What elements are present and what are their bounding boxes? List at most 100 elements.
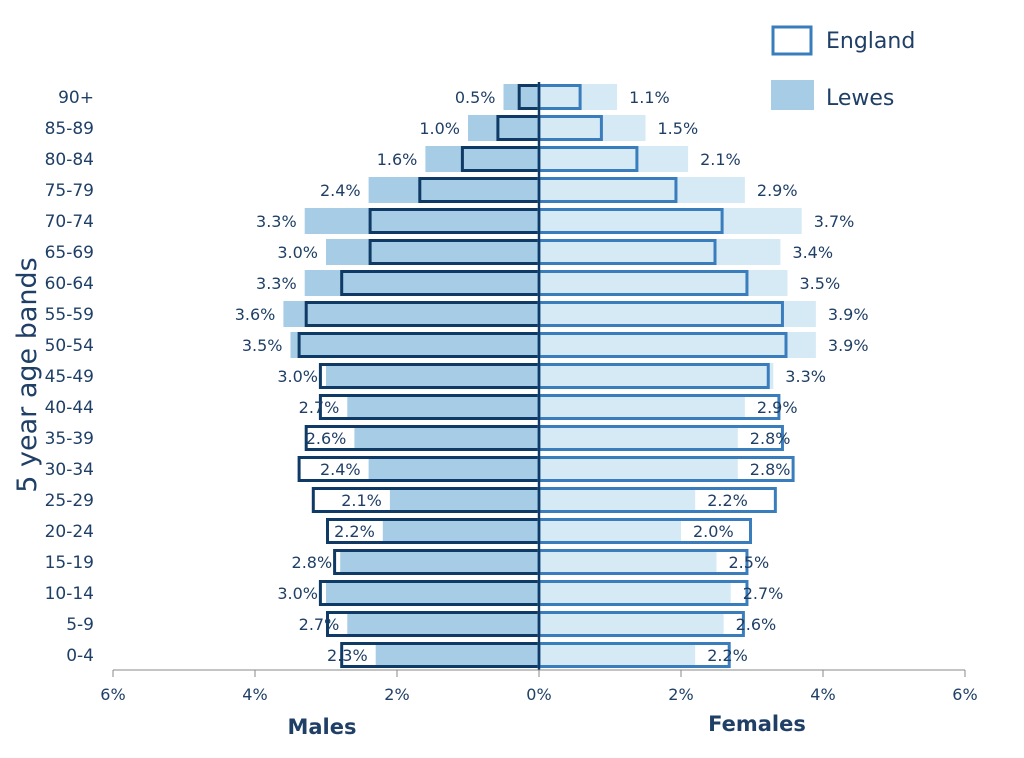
age-band-label-35-39: 35-39 (45, 429, 94, 449)
lewes-female-label-45-49: 3.3% (785, 367, 826, 386)
x-tick-label: 4% (810, 685, 835, 704)
lewes-female-label-35-39: 2.8% (750, 429, 791, 448)
lewes-male-label-40-44: 2.7% (299, 398, 340, 417)
lewes-male-label-80-84: 1.6% (377, 150, 418, 169)
lewes-male-label-55-59: 3.6% (235, 305, 276, 324)
lewes-female-label-65-69: 3.4% (792, 243, 833, 262)
x-tick-label: 2% (384, 685, 409, 704)
lewes-female-bar-25-29 (539, 487, 696, 513)
x-tick-label: 2% (668, 685, 693, 704)
x-tick-label: 6% (952, 685, 977, 704)
lewes-male-label-10-14: 3.0% (277, 584, 318, 603)
lewes-female-bar-65-69 (539, 239, 781, 265)
age-band-label-65-69: 65-69 (45, 243, 94, 263)
x-tick-label: 0% (526, 685, 551, 704)
age-band-label-60-64: 60-64 (45, 274, 94, 294)
lewes-male-label-5-9: 2.7% (299, 615, 340, 634)
lewes-male-label-20-24: 2.2% (334, 522, 375, 541)
lewes-female-bar-35-39 (539, 425, 738, 451)
lewes-male-bar-80-84 (425, 146, 539, 172)
lewes-male-label-30-34: 2.4% (320, 460, 361, 479)
lewes-female-bar-45-49 (539, 363, 774, 389)
age-band-label-70-74: 70-74 (45, 212, 94, 232)
lewes-female-bar-90+ (539, 84, 618, 110)
lewes-male-label-0-4: 2.3% (327, 646, 368, 665)
lewes-male-bar-40-44 (347, 394, 539, 420)
age-band-label-15-19: 15-19 (45, 553, 94, 573)
age-band-label-90+: 90+ (58, 88, 94, 108)
lewes-female-label-55-59: 3.9% (828, 305, 869, 324)
lewes-female-label-20-24: 2.0% (693, 522, 734, 541)
lewes-female-bar-70-74 (539, 208, 802, 234)
lewes-female-bar-5-9 (539, 611, 724, 637)
age-band-label-85-89: 85-89 (45, 119, 94, 139)
lewes-male-label-65-69: 3.0% (277, 243, 318, 262)
lewes-male-bar-45-49 (326, 363, 539, 389)
lewes-male-bar-30-34 (368, 456, 539, 482)
lewes-female-label-90+: 1.1% (629, 88, 670, 107)
males-axis-title: Males (287, 715, 356, 739)
age-band-label-80-84: 80-84 (45, 150, 94, 170)
lewes-male-bar-65-69 (326, 239, 539, 265)
lewes-male-label-60-64: 3.3% (256, 274, 297, 293)
lewes-bars (283, 84, 816, 668)
lewes-male-bar-85-89 (468, 115, 539, 141)
lewes-female-bar-30-34 (539, 456, 738, 482)
lewes-male-bar-25-29 (389, 487, 539, 513)
lewes-male-label-25-29: 2.1% (341, 491, 382, 510)
lewes-male-label-15-19: 2.8% (292, 553, 333, 572)
lewes-male-label-45-49: 3.0% (277, 367, 318, 386)
lewes-female-label-70-74: 3.7% (814, 212, 855, 231)
x-tick-label: 4% (242, 685, 267, 704)
age-band-label-20-24: 20-24 (45, 522, 94, 542)
lewes-female-bar-40-44 (539, 394, 745, 420)
data-labels: 2.3% 2.2% 2.7% 2.6% 3.0% 2.7% 2.8% 2.5% 2.2% 2.0%… (235, 88, 869, 665)
lewes-female-label-85-89: 1.5% (658, 119, 699, 138)
lewes-male-label-70-74: 3.3% (256, 212, 297, 231)
x-tick-label: 6% (100, 685, 125, 704)
lewes-female-label-5-9: 2.6% (736, 615, 777, 634)
lewes-female-label-80-84: 2.1% (700, 150, 741, 169)
lewes-male-label-85-89: 1.0% (419, 119, 460, 138)
legend-england-label: England (826, 29, 915, 54)
lewes-male-bar-90+ (503, 84, 539, 110)
y-axis-title: 5 year age bands (12, 257, 43, 492)
lewes-male-label-50-54: 3.5% (242, 336, 283, 355)
lewes-female-bar-55-59 (539, 301, 816, 327)
lewes-female-label-40-44: 2.9% (757, 398, 798, 417)
legend-lewes-label: Lewes (826, 86, 894, 111)
age-band-label-40-44: 40-44 (45, 398, 94, 418)
lewes-male-bar-5-9 (347, 611, 539, 637)
lewes-male-bar-75-79 (368, 177, 539, 203)
lewes-female-label-0-4: 2.2% (707, 646, 748, 665)
lewes-female-label-30-34: 2.8% (750, 460, 791, 479)
x-axis: 6% 4% 2% 0% 2% 4% 6% (100, 82, 978, 704)
legend-england-swatch (771, 25, 813, 56)
lewes-male-label-90+: 0.5% (455, 88, 496, 107)
lewes-male-bar-70-74 (304, 208, 539, 234)
lewes-female-bar-20-24 (539, 518, 681, 544)
age-band-label-30-34: 30-34 (45, 460, 94, 480)
age-band-label-55-59: 55-59 (45, 305, 94, 325)
lewes-female-label-10-14: 2.7% (743, 584, 784, 603)
lewes-female-bar-80-84 (539, 146, 689, 172)
lewes-female-bar-60-64 (539, 270, 788, 296)
lewes-male-label-75-79: 2.4% (320, 181, 361, 200)
lewes-male-bar-20-24 (382, 518, 539, 544)
females-axis-title: Females (708, 712, 806, 736)
lewes-female-bar-15-19 (539, 549, 717, 575)
age-band-label-0-4: 0-4 (66, 646, 94, 666)
lewes-female-bar-75-79 (539, 177, 745, 203)
lewes-female-bar-50-54 (539, 332, 816, 358)
lewes-male-bar-55-59 (283, 301, 539, 327)
y-tick-labels: 0-4 5-9 10-14 15-19 20-24 25-29 30-34 35-39 40-4… (45, 88, 94, 666)
lewes-female-label-75-79: 2.9% (757, 181, 798, 200)
lewes-male-bar-60-64 (304, 270, 539, 296)
lewes-female-label-60-64: 3.5% (800, 274, 841, 293)
lewes-female-bar-0-4 (539, 642, 696, 668)
lewes-female-label-50-54: 3.9% (828, 336, 869, 355)
legend-lewes-swatch (771, 80, 814, 110)
age-band-label-45-49: 45-49 (45, 367, 94, 387)
